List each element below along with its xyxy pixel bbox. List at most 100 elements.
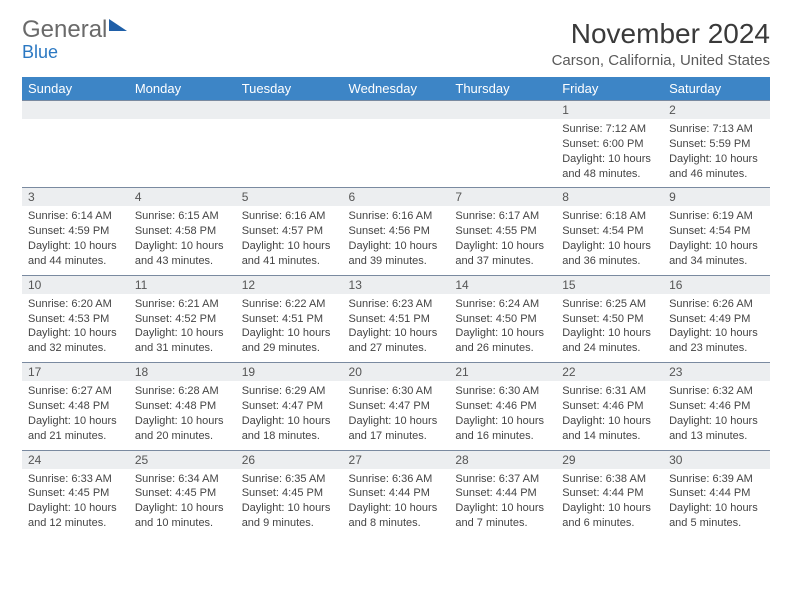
day-body-cell: Sunrise: 7:12 AMSunset: 6:00 PMDaylight:…: [556, 119, 663, 188]
day-number-cell: 1: [556, 101, 663, 120]
day-body-cell: Sunrise: 6:29 AMSunset: 4:47 PMDaylight:…: [236, 381, 343, 450]
weekday-header: Thursday: [449, 77, 556, 101]
day-number-cell: 17: [22, 363, 129, 382]
day-number-cell: 12: [236, 275, 343, 294]
day-body-cell: Sunrise: 6:36 AMSunset: 4:44 PMDaylight:…: [343, 469, 450, 537]
day-body-cell: [129, 119, 236, 188]
month-title: November 2024: [552, 18, 770, 50]
day-number-cell: 3: [22, 188, 129, 207]
day-number-cell: 16: [663, 275, 770, 294]
day-body-cell: Sunrise: 6:28 AMSunset: 4:48 PMDaylight:…: [129, 381, 236, 450]
day-body-cell: Sunrise: 6:22 AMSunset: 4:51 PMDaylight:…: [236, 294, 343, 363]
day-body-row: Sunrise: 6:27 AMSunset: 4:48 PMDaylight:…: [22, 381, 770, 450]
day-body-cell: Sunrise: 6:32 AMSunset: 4:46 PMDaylight:…: [663, 381, 770, 450]
day-body-cell: Sunrise: 6:38 AMSunset: 4:44 PMDaylight:…: [556, 469, 663, 537]
day-body-cell: Sunrise: 7:13 AMSunset: 5:59 PMDaylight:…: [663, 119, 770, 188]
day-number-cell: 7: [449, 188, 556, 207]
day-number-cell: 28: [449, 450, 556, 469]
calendar-page: General Blue November 2024 Carson, Calif…: [0, 0, 792, 555]
weekday-header-row: Sunday Monday Tuesday Wednesday Thursday…: [22, 77, 770, 101]
day-body-cell: Sunrise: 6:21 AMSunset: 4:52 PMDaylight:…: [129, 294, 236, 363]
day-body-cell: Sunrise: 6:34 AMSunset: 4:45 PMDaylight:…: [129, 469, 236, 537]
day-body-cell: Sunrise: 6:17 AMSunset: 4:55 PMDaylight:…: [449, 206, 556, 275]
day-number-cell: [449, 101, 556, 120]
brand-word2: Blue: [22, 42, 58, 62]
day-number-cell: 5: [236, 188, 343, 207]
calendar-body: 12Sunrise: 7:12 AMSunset: 6:00 PMDayligh…: [22, 101, 770, 537]
day-number-cell: 4: [129, 188, 236, 207]
day-body-cell: Sunrise: 6:39 AMSunset: 4:44 PMDaylight:…: [663, 469, 770, 537]
day-number-row: 17181920212223: [22, 363, 770, 382]
day-body-cell: Sunrise: 6:16 AMSunset: 4:56 PMDaylight:…: [343, 206, 450, 275]
brand-logo: General Blue: [22, 18, 127, 63]
day-number-row: 3456789: [22, 188, 770, 207]
day-number-cell: 21: [449, 363, 556, 382]
weekday-header: Friday: [556, 77, 663, 101]
day-number-cell: 19: [236, 363, 343, 382]
day-number-cell: 24: [22, 450, 129, 469]
day-number-cell: 14: [449, 275, 556, 294]
day-body-cell: Sunrise: 6:33 AMSunset: 4:45 PMDaylight:…: [22, 469, 129, 537]
day-body-cell: Sunrise: 6:30 AMSunset: 4:46 PMDaylight:…: [449, 381, 556, 450]
day-number-cell: 18: [129, 363, 236, 382]
day-number-cell: 25: [129, 450, 236, 469]
day-number-cell: 15: [556, 275, 663, 294]
day-number-cell: 27: [343, 450, 450, 469]
day-number-cell: 2: [663, 101, 770, 120]
day-body-cell: [236, 119, 343, 188]
day-number-cell: [236, 101, 343, 120]
day-number-cell: [129, 101, 236, 120]
day-body-cell: Sunrise: 6:20 AMSunset: 4:53 PMDaylight:…: [22, 294, 129, 363]
day-number-cell: 23: [663, 363, 770, 382]
day-body-cell: Sunrise: 6:14 AMSunset: 4:59 PMDaylight:…: [22, 206, 129, 275]
day-body-cell: Sunrise: 6:18 AMSunset: 4:54 PMDaylight:…: [556, 206, 663, 275]
logo-text-block: General Blue: [22, 18, 127, 63]
weekday-header: Monday: [129, 77, 236, 101]
day-number-cell: 6: [343, 188, 450, 207]
day-body-cell: [22, 119, 129, 188]
day-body-cell: [449, 119, 556, 188]
day-body-cell: Sunrise: 6:25 AMSunset: 4:50 PMDaylight:…: [556, 294, 663, 363]
day-body-row: Sunrise: 6:20 AMSunset: 4:53 PMDaylight:…: [22, 294, 770, 363]
day-body-cell: Sunrise: 6:19 AMSunset: 4:54 PMDaylight:…: [663, 206, 770, 275]
logo-triangle-icon: [109, 19, 127, 31]
day-body-cell: Sunrise: 6:27 AMSunset: 4:48 PMDaylight:…: [22, 381, 129, 450]
day-number-cell: 26: [236, 450, 343, 469]
day-body-cell: Sunrise: 6:16 AMSunset: 4:57 PMDaylight:…: [236, 206, 343, 275]
header: General Blue November 2024 Carson, Calif…: [22, 18, 770, 69]
day-number-row: 10111213141516: [22, 275, 770, 294]
day-number-row: 12: [22, 101, 770, 120]
day-body-cell: Sunrise: 6:23 AMSunset: 4:51 PMDaylight:…: [343, 294, 450, 363]
day-body-row: Sunrise: 6:33 AMSunset: 4:45 PMDaylight:…: [22, 469, 770, 537]
day-body-cell: [343, 119, 450, 188]
day-body-cell: Sunrise: 6:15 AMSunset: 4:58 PMDaylight:…: [129, 206, 236, 275]
weekday-header: Saturday: [663, 77, 770, 101]
weekday-header: Sunday: [22, 77, 129, 101]
day-number-cell: [22, 101, 129, 120]
day-body-cell: Sunrise: 6:26 AMSunset: 4:49 PMDaylight:…: [663, 294, 770, 363]
weekday-header: Tuesday: [236, 77, 343, 101]
brand-word1: General: [22, 16, 107, 43]
calendar-table: Sunday Monday Tuesday Wednesday Thursday…: [22, 77, 770, 537]
day-number-cell: 8: [556, 188, 663, 207]
day-number-cell: 22: [556, 363, 663, 382]
day-number-row: 24252627282930: [22, 450, 770, 469]
weekday-header: Wednesday: [343, 77, 450, 101]
day-body-row: Sunrise: 6:14 AMSunset: 4:59 PMDaylight:…: [22, 206, 770, 275]
day-number-cell: 11: [129, 275, 236, 294]
day-body-cell: Sunrise: 6:37 AMSunset: 4:44 PMDaylight:…: [449, 469, 556, 537]
location-label: Carson, California, United States: [552, 52, 770, 69]
title-block: November 2024 Carson, California, United…: [552, 18, 770, 69]
day-body-cell: Sunrise: 6:30 AMSunset: 4:47 PMDaylight:…: [343, 381, 450, 450]
day-number-cell: 13: [343, 275, 450, 294]
day-number-cell: 10: [22, 275, 129, 294]
day-number-cell: 30: [663, 450, 770, 469]
day-number-cell: 20: [343, 363, 450, 382]
day-body-cell: Sunrise: 6:24 AMSunset: 4:50 PMDaylight:…: [449, 294, 556, 363]
day-body-row: Sunrise: 7:12 AMSunset: 6:00 PMDaylight:…: [22, 119, 770, 188]
day-number-cell: 29: [556, 450, 663, 469]
day-number-cell: 9: [663, 188, 770, 207]
day-number-cell: [343, 101, 450, 120]
day-body-cell: Sunrise: 6:35 AMSunset: 4:45 PMDaylight:…: [236, 469, 343, 537]
day-body-cell: Sunrise: 6:31 AMSunset: 4:46 PMDaylight:…: [556, 381, 663, 450]
